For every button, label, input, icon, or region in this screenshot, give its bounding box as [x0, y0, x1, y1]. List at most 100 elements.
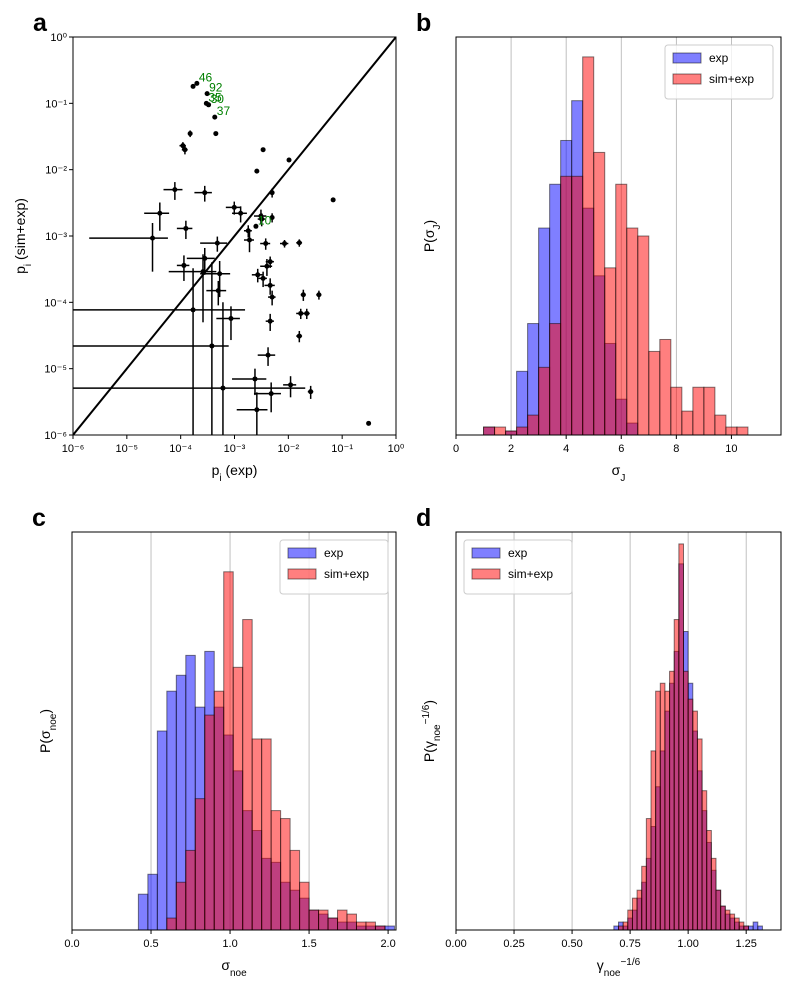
- label-part: noe: [48, 713, 59, 730]
- point: [269, 190, 275, 196]
- x-axis-label: σJ: [612, 462, 626, 484]
- x-tick-label: 1.00: [677, 938, 698, 950]
- point: [260, 147, 266, 153]
- point: [316, 292, 322, 298]
- bar: [318, 909, 329, 930]
- x-tick-label: 10⁻⁶: [62, 443, 85, 455]
- bar: [194, 798, 206, 930]
- point: [269, 215, 275, 221]
- x-tick-label: 10⁻⁵: [116, 443, 139, 455]
- point: [204, 91, 210, 97]
- x-tick-label: 0.75: [619, 938, 640, 950]
- bar: [659, 682, 666, 930]
- legend-label: exp: [324, 546, 344, 560]
- bar: [701, 790, 708, 930]
- bar: [650, 750, 657, 930]
- bar: [681, 410, 694, 435]
- label-part: −1/6: [620, 957, 640, 968]
- bar: [355, 921, 367, 930]
- bar: [175, 881, 187, 930]
- x-tick-label: 1.25: [735, 938, 756, 950]
- y-tick-label: 10⁻⁶: [44, 430, 67, 442]
- bar: [738, 921, 745, 930]
- legend: exp sim+exp: [664, 44, 774, 100]
- x-axis-label: pi (exp): [212, 462, 258, 484]
- plot-area: [72, 532, 395, 930]
- point-label: 46: [199, 70, 213, 84]
- point: [263, 241, 269, 247]
- point: [254, 407, 260, 413]
- label-part: P(σ: [37, 730, 53, 753]
- point: [214, 240, 220, 246]
- x-tick-label: 0: [453, 443, 459, 455]
- point: [202, 190, 208, 196]
- x-tick-label: 4: [563, 443, 569, 455]
- point: [330, 197, 336, 203]
- bar: [748, 925, 754, 930]
- point: [212, 114, 218, 120]
- legend: exp sim+exp: [279, 539, 389, 595]
- bar: [571, 175, 584, 435]
- y-axis-label: P(σnoe): [37, 709, 59, 753]
- label-part: (exp): [222, 462, 258, 478]
- legend: exp sim+exp: [463, 539, 573, 595]
- x-tick-label: 0.25: [503, 938, 524, 950]
- bar: [593, 151, 606, 435]
- y-tick-label: 10⁻¹: [45, 98, 67, 110]
- point: [180, 143, 186, 149]
- label-part: noe: [230, 968, 247, 979]
- legend-swatch: [471, 568, 501, 580]
- x-tick-label: 0.00: [445, 938, 466, 950]
- point: [254, 168, 260, 174]
- point: [298, 310, 304, 316]
- label-part: P(σ: [421, 229, 437, 252]
- point: [308, 389, 314, 395]
- x-tick-label: 2: [508, 443, 514, 455]
- point: [267, 259, 273, 265]
- bar: [645, 818, 652, 930]
- label-part: −1/6: [421, 704, 432, 724]
- point: [268, 391, 274, 397]
- point: [231, 204, 237, 210]
- point: [172, 187, 178, 193]
- bar: [156, 730, 168, 930]
- axes-frame: [71, 531, 397, 931]
- bar: [560, 175, 573, 435]
- point: [288, 382, 294, 388]
- bar: [213, 690, 225, 930]
- legend-swatch: [672, 52, 702, 64]
- point: [194, 80, 200, 86]
- bar: [251, 738, 263, 930]
- x-tick-label: 10⁰: [388, 443, 405, 455]
- bar: [710, 857, 717, 930]
- label-part: σ: [221, 957, 230, 973]
- point: [181, 262, 187, 268]
- panel-label: d: [416, 504, 431, 532]
- legend-label: exp: [508, 546, 528, 560]
- point: [215, 288, 221, 294]
- point: [267, 318, 273, 324]
- bar: [346, 913, 357, 930]
- axes-frame: [72, 36, 397, 436]
- x-axis-label: σnoe: [221, 957, 247, 979]
- bar: [538, 366, 551, 435]
- bar: [683, 670, 689, 930]
- panel-label: c: [32, 504, 46, 532]
- x-tick-label: 1.0: [222, 938, 237, 950]
- bar: [299, 881, 310, 930]
- bar: [516, 370, 529, 435]
- legend-label: sim+exp: [709, 72, 754, 86]
- point: [187, 131, 193, 137]
- bar: [692, 710, 698, 930]
- point: [296, 333, 302, 339]
- label-part: ): [421, 220, 437, 225]
- point: [228, 316, 234, 322]
- bar: [137, 893, 149, 930]
- point-label: 35: [208, 90, 222, 104]
- label-part: σ: [612, 462, 621, 478]
- x-tick-label: 0.0: [64, 938, 79, 950]
- bar: [242, 619, 253, 930]
- bar: [505, 430, 518, 435]
- point: [206, 102, 212, 108]
